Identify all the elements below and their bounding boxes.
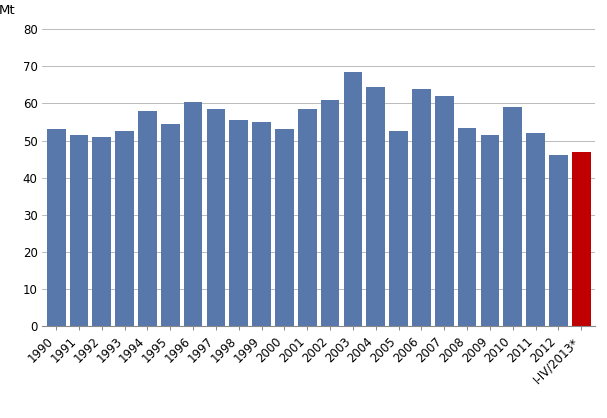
Bar <box>161 124 180 326</box>
Bar <box>70 135 89 326</box>
Bar <box>572 152 591 326</box>
Text: Mt: Mt <box>0 4 15 18</box>
Bar <box>115 131 134 326</box>
Bar <box>253 122 271 326</box>
Bar <box>298 109 317 326</box>
Bar <box>412 89 431 326</box>
Bar <box>549 155 568 326</box>
Bar <box>458 127 476 326</box>
Bar <box>367 87 385 326</box>
Bar <box>138 111 157 326</box>
Bar <box>92 137 111 326</box>
Bar <box>229 120 248 326</box>
Bar <box>435 96 453 326</box>
Bar <box>526 133 545 326</box>
Bar <box>184 102 203 326</box>
Bar <box>481 135 499 326</box>
Bar <box>389 131 408 326</box>
Bar <box>47 130 66 326</box>
Bar <box>206 109 225 326</box>
Bar <box>503 107 522 326</box>
Bar <box>275 130 294 326</box>
Bar <box>320 100 339 326</box>
Bar <box>344 72 362 326</box>
